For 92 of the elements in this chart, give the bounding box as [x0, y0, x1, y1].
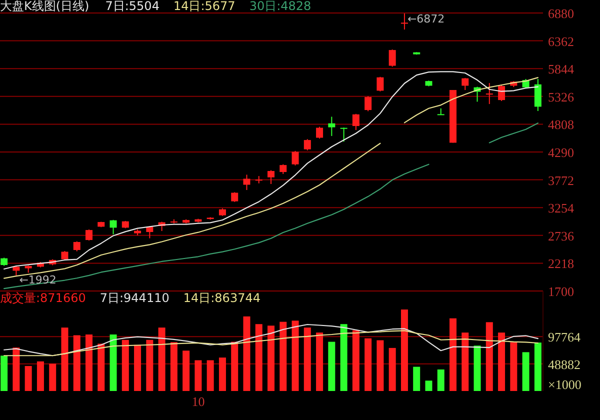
bar — [534, 342, 542, 391]
text: 14日:5677 — [173, 0, 236, 13]
candlestick — [243, 174, 250, 190]
bar — [316, 332, 324, 391]
y-tick-label: 2736 — [548, 228, 574, 244]
bar — [280, 322, 287, 391]
chart-title: 大盘K线图(日线) — [0, 0, 90, 13]
x-tick-label: 10 — [192, 394, 205, 409]
candlestick — [255, 176, 262, 184]
y-tick-label: 5326 — [548, 89, 574, 104]
y-tick-label: 6880 — [548, 6, 574, 21]
candlestick — [328, 116, 336, 137]
candlestick — [268, 170, 274, 185]
text: 14日:863744 — [183, 291, 260, 305]
bar — [486, 322, 493, 391]
bar — [24, 366, 32, 391]
y-axis-title: ×1000 — [548, 377, 582, 392]
bar — [255, 324, 262, 391]
candlestick — [486, 82, 493, 105]
bar — [206, 360, 214, 391]
candlestick — [534, 78, 542, 112]
y-tick-label: 3254 — [548, 200, 574, 216]
bar — [122, 340, 129, 391]
candlestick — [86, 229, 92, 242]
bar — [36, 361, 44, 391]
bar — [61, 328, 68, 391]
candlestick — [498, 84, 506, 102]
y-tick-label: 97764 — [548, 330, 581, 345]
bar — [134, 344, 142, 391]
annotation: ←1992 — [19, 273, 56, 286]
bar — [292, 320, 299, 391]
candlestick — [400, 12, 408, 30]
bar — [268, 326, 274, 391]
candlestick — [376, 76, 384, 92]
text: 成交量:871660 — [0, 291, 86, 305]
bar — [462, 332, 469, 391]
candlestick — [73, 240, 80, 252]
candlestick — [340, 127, 348, 142]
bar — [474, 346, 481, 391]
bar — [243, 316, 250, 391]
bar — [49, 364, 56, 391]
bar — [437, 369, 444, 391]
y-tick-label: 48882 — [548, 356, 580, 372]
candlestick — [292, 150, 299, 166]
bar — [158, 328, 166, 391]
bar — [86, 334, 92, 391]
bar — [388, 348, 396, 391]
bar — [328, 342, 336, 391]
candlestick — [364, 96, 372, 112]
bar — [364, 338, 372, 391]
text: 30日:4828 — [249, 0, 312, 13]
text: 7日:5504 — [105, 0, 160, 13]
candlestick — [304, 138, 311, 151]
bar — [12, 348, 20, 391]
bar — [522, 352, 530, 391]
candlestick — [316, 126, 324, 140]
y-tick-label: 3772 — [548, 172, 574, 188]
y-tick-label: 6362 — [548, 34, 574, 49]
y-tick-label: 2218 — [548, 256, 574, 272]
text: 7日:944110 — [100, 291, 170, 305]
candlestick — [280, 164, 287, 175]
bar — [218, 358, 226, 391]
bar — [510, 342, 518, 391]
bar — [98, 344, 105, 391]
bar — [170, 342, 178, 391]
bar — [425, 380, 432, 391]
bar — [340, 324, 348, 391]
bar — [0, 356, 8, 391]
bar — [182, 350, 190, 391]
line-series — [4, 330, 538, 356]
candlestick — [462, 77, 469, 91]
bar — [73, 335, 80, 391]
y-tick-label: 5844 — [548, 62, 574, 77]
bar — [450, 318, 456, 391]
line-series — [4, 324, 538, 356]
y-tick-label: 4290 — [548, 145, 574, 160]
bar — [231, 342, 238, 391]
bar — [304, 328, 311, 391]
candlestick — [110, 219, 117, 235]
bar — [376, 340, 384, 391]
bar — [194, 360, 202, 391]
bar — [498, 332, 506, 391]
y-tick-label: 4808 — [548, 117, 574, 132]
y-tick-label: 1700 — [548, 284, 574, 299]
annotation: ←6872 — [407, 12, 445, 26]
bar — [110, 334, 117, 391]
bar — [400, 310, 408, 391]
bar — [352, 330, 360, 391]
candlestick — [352, 113, 360, 131]
candlestick — [388, 48, 396, 68]
bar — [146, 340, 154, 391]
bar — [413, 366, 420, 391]
